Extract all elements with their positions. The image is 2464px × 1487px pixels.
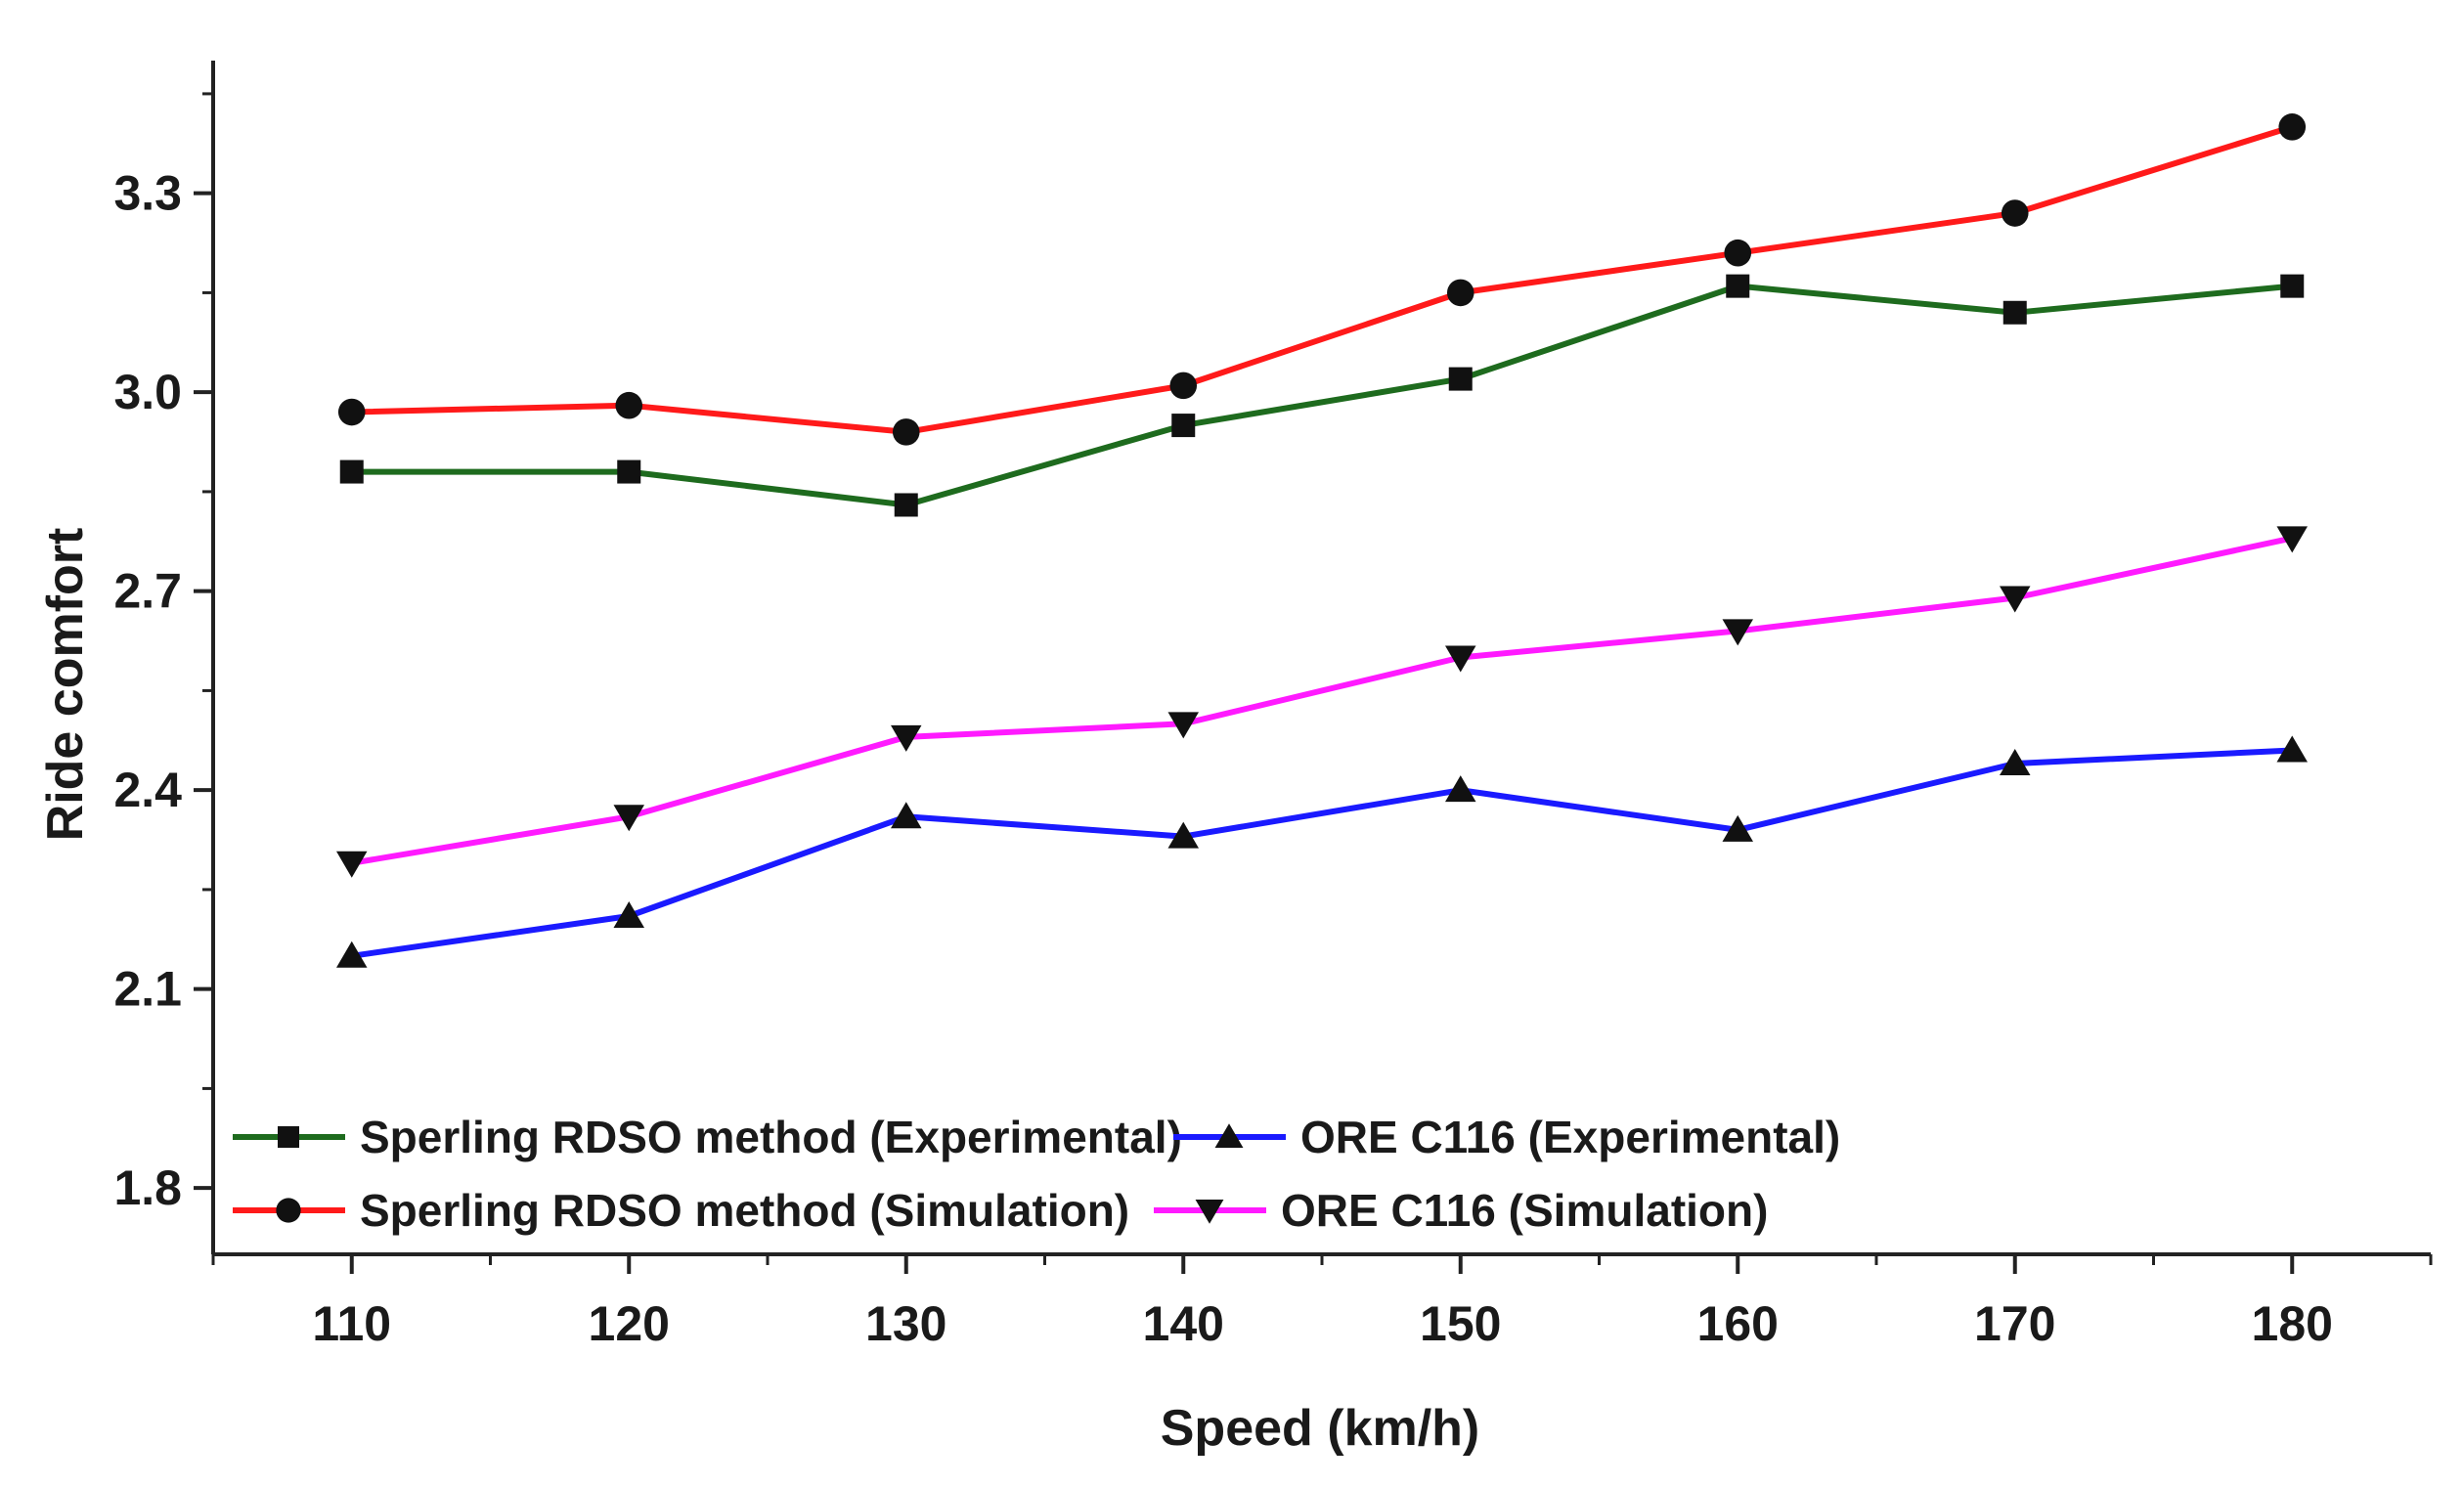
legend-label: Sperling RDSO method (Experimental) xyxy=(360,1112,1182,1162)
y-axis-title: Ride comfort xyxy=(37,528,94,842)
legend-label: Sperling RDSO method (Simulation) xyxy=(360,1185,1129,1236)
data-point xyxy=(1167,712,1199,739)
data-point xyxy=(891,724,922,752)
data-point xyxy=(615,391,643,419)
legend-item: ORE C116 (Experimental) xyxy=(1173,1112,1840,1162)
data-point xyxy=(339,459,364,484)
legend: Sperling RDSO method (Experimental) ORE C… xyxy=(233,1112,1840,1236)
x-tick-label: 130 xyxy=(865,1296,946,1351)
x-tick-label: 150 xyxy=(1420,1296,1501,1351)
legend-item: ORE C116 (Simulation) xyxy=(1154,1185,1768,1236)
data-point xyxy=(1722,814,1753,842)
data-point xyxy=(1446,279,1474,307)
x-axis-title: Speed (km/h) xyxy=(1161,1400,1480,1457)
axes: 110 120 130 140 150 160 170 180 1.8 2.1 2.4 2.7 3.0 3… xyxy=(113,61,2433,1351)
data-point xyxy=(278,1126,299,1148)
data-point xyxy=(2000,749,2031,776)
legend-label: ORE C116 (Simulation) xyxy=(1281,1185,1768,1236)
data-point xyxy=(1448,367,1473,391)
x-tick-label: 120 xyxy=(589,1296,670,1351)
data-point xyxy=(617,459,641,484)
legend-label: ORE C116 (Experimental) xyxy=(1300,1112,1840,1162)
series-line xyxy=(348,123,2296,435)
data-point xyxy=(2001,199,2029,227)
data-point xyxy=(1167,821,1199,849)
data-point xyxy=(1169,372,1198,400)
series-line xyxy=(348,747,2296,959)
y-tick-label: 3.3 xyxy=(113,166,182,221)
data-point xyxy=(1445,645,1476,673)
series-1 xyxy=(339,274,2305,517)
data-point xyxy=(2002,300,2027,325)
series-line xyxy=(348,535,2296,866)
data-point xyxy=(891,802,922,829)
data-point xyxy=(1722,619,1753,646)
data-point xyxy=(1171,414,1196,438)
legend-item: Sperling RDSO method (Simulation) xyxy=(233,1185,1129,1236)
series-2 xyxy=(337,113,2307,446)
x-tick-label: 160 xyxy=(1697,1296,1779,1351)
data-point xyxy=(1726,274,1750,298)
x-tick-label: 140 xyxy=(1143,1296,1224,1351)
series-3 xyxy=(336,735,2308,968)
data-point xyxy=(1445,775,1476,803)
y-tick-label: 2.7 xyxy=(113,564,182,619)
series-line xyxy=(348,283,2296,508)
data-point xyxy=(336,940,368,968)
legend-item: Sperling RDSO method (Experimental) xyxy=(233,1112,1182,1162)
y-tick-label: 2.1 xyxy=(113,962,182,1017)
data-point xyxy=(1195,1200,1224,1224)
data-point xyxy=(613,901,644,929)
x-tick-label: 180 xyxy=(2252,1296,2333,1351)
y-tick-label: 1.8 xyxy=(113,1160,182,1215)
data-point xyxy=(337,398,366,426)
data-point xyxy=(276,1198,301,1223)
series-layer xyxy=(336,113,2308,968)
series-4 xyxy=(336,526,2308,878)
data-point xyxy=(2278,113,2307,141)
x-tick-label: 110 xyxy=(312,1296,391,1351)
data-point xyxy=(1724,239,1752,267)
y-tick-label: 2.4 xyxy=(113,763,182,817)
data-point xyxy=(2276,526,2308,553)
data-point xyxy=(1214,1123,1244,1148)
data-point xyxy=(2000,586,2031,613)
y-tick-label: 3.0 xyxy=(113,365,182,419)
data-point xyxy=(892,418,920,446)
data-point xyxy=(2276,735,2308,763)
data-point xyxy=(336,851,368,878)
data-point xyxy=(613,805,644,832)
data-point xyxy=(894,493,918,517)
x-tick-label: 170 xyxy=(1974,1296,2055,1351)
data-point xyxy=(2280,274,2305,298)
